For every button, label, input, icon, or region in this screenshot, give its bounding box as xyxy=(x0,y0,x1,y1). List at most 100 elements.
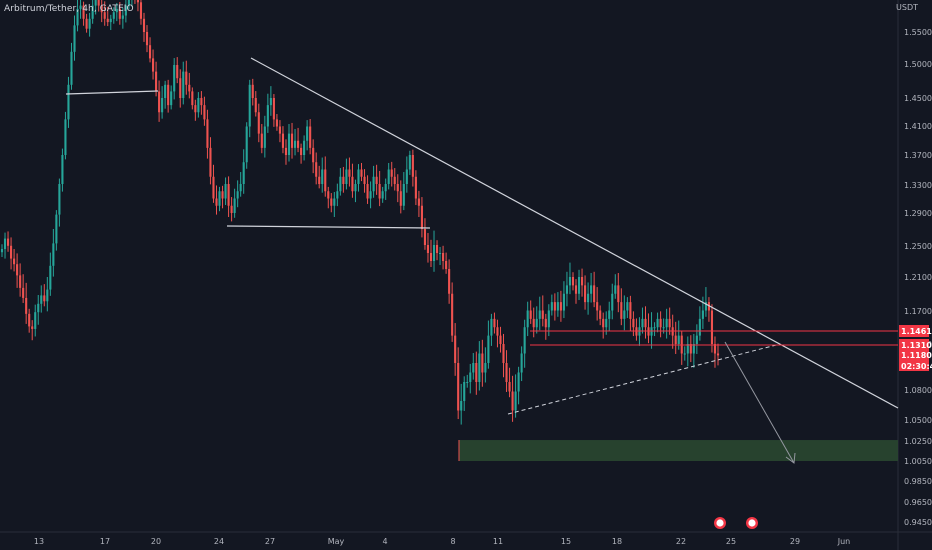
candle-body xyxy=(584,285,587,303)
candle-body xyxy=(16,264,19,276)
candle-body xyxy=(173,65,176,92)
candle-body xyxy=(599,310,602,319)
candle-body xyxy=(25,297,28,314)
x-tick-label: 18 xyxy=(612,537,622,546)
candle-body xyxy=(49,265,52,290)
candle-body xyxy=(28,313,31,327)
candle-body xyxy=(112,12,115,19)
candle-body xyxy=(375,176,378,184)
candle-body xyxy=(695,335,698,344)
candle-body xyxy=(683,353,686,355)
candle-body xyxy=(623,310,626,319)
candle-body xyxy=(245,126,248,163)
candle-body xyxy=(378,184,381,199)
candle-body xyxy=(481,353,484,373)
candle-body xyxy=(614,285,617,294)
candle-body xyxy=(82,5,85,19)
candle-body xyxy=(469,372,472,382)
candle-body xyxy=(689,344,692,354)
countdown-tag xyxy=(899,361,929,371)
candle-body xyxy=(284,147,288,155)
candle-body xyxy=(445,261,448,269)
candle-body xyxy=(254,98,257,113)
candle-body xyxy=(290,133,294,148)
candle-body xyxy=(94,0,97,6)
candle-body xyxy=(155,71,158,92)
candle-body xyxy=(348,169,351,177)
price-tag xyxy=(899,325,929,337)
candle-body xyxy=(85,18,88,29)
candle-body xyxy=(145,32,149,46)
candle-body xyxy=(448,269,451,294)
candle-body xyxy=(499,335,502,344)
candle-body xyxy=(330,198,333,206)
candle-body xyxy=(336,191,339,199)
range-line-upper xyxy=(65,90,159,95)
candle-body xyxy=(460,401,463,411)
candle-body xyxy=(644,318,647,328)
candle-body xyxy=(212,176,215,199)
candle-body xyxy=(275,119,278,127)
y-tick-label: 1.37000 xyxy=(904,151,932,160)
x-tick-label: 22 xyxy=(676,537,686,546)
price-scale-unit: USDT xyxy=(896,3,918,12)
candle-body xyxy=(508,382,511,392)
candle-body xyxy=(493,318,496,328)
symbol-title[interactable]: Arbitrum/Tether, 4h, GATEIO xyxy=(4,4,134,14)
candle-body xyxy=(641,318,644,328)
candle-body xyxy=(360,169,363,177)
candle-body xyxy=(248,84,251,127)
countdown-label: 02:30:44 xyxy=(901,362,932,371)
candle-body xyxy=(79,5,82,9)
candle-body xyxy=(239,184,242,192)
candle-body xyxy=(626,302,629,311)
candle-body xyxy=(161,98,164,113)
candle-body xyxy=(629,302,632,319)
y-tick-label: 1.25000 xyxy=(904,242,932,251)
candle-body xyxy=(281,133,285,148)
candle-body xyxy=(312,147,315,163)
candle-body xyxy=(170,91,173,106)
candle-body xyxy=(333,198,336,206)
x-tick-label: 24 xyxy=(214,537,224,546)
candle-body xyxy=(562,293,565,311)
candle-body xyxy=(713,344,717,354)
candle-body xyxy=(435,245,439,253)
candle-body xyxy=(227,184,230,206)
candle-body xyxy=(442,253,445,261)
candle-body xyxy=(505,363,508,382)
candle-body xyxy=(408,155,411,170)
candle-body xyxy=(405,169,408,184)
candle-body xyxy=(218,191,221,206)
candle-body xyxy=(541,310,544,319)
candle-body xyxy=(605,318,608,328)
candle-body xyxy=(538,310,541,319)
candle-body xyxy=(52,243,55,266)
candle-body xyxy=(674,335,677,344)
candle-body xyxy=(345,169,348,184)
projection-arrow-head xyxy=(785,452,796,464)
candle-body xyxy=(547,310,550,328)
candle-body xyxy=(668,318,671,328)
candle-body xyxy=(381,191,384,199)
candle-body xyxy=(97,0,100,6)
candle-body xyxy=(529,310,532,319)
candle-body xyxy=(306,126,309,141)
candle-body xyxy=(300,147,303,155)
x-tick-label: Jun xyxy=(837,537,851,546)
candle-body xyxy=(10,245,13,259)
candle-body xyxy=(414,176,417,199)
candle-body xyxy=(656,318,659,328)
candle-body xyxy=(233,198,236,213)
candle-body xyxy=(287,133,291,155)
candle-body xyxy=(61,155,64,184)
candle-body xyxy=(553,302,556,311)
y-tick-label: 1.33000 xyxy=(904,181,932,190)
x-tick-label: 13 xyxy=(34,537,44,546)
price-tag xyxy=(899,339,929,351)
